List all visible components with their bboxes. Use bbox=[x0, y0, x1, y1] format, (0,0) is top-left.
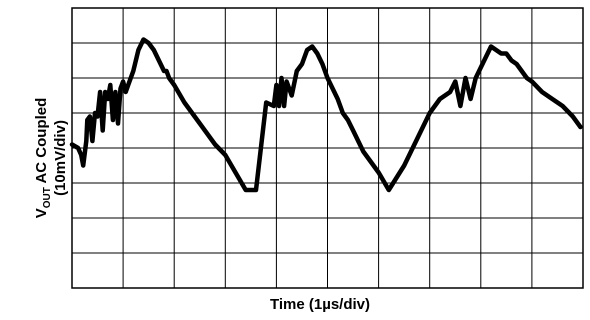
vout-trace bbox=[69, 37, 583, 193]
y-axis-label-rest: AC Coupled bbox=[33, 98, 50, 187]
plot-frame bbox=[71, 7, 584, 289]
y-axis-label-line1: VOUT AC Coupled bbox=[33, 98, 53, 219]
plot-grid bbox=[72, 8, 583, 288]
y-axis-label-line2: (10mV/div) bbox=[52, 120, 69, 196]
x-axis-label: Time (1µs/div) bbox=[270, 296, 370, 313]
trace-group bbox=[69, 37, 583, 193]
y-axis-label-v: V bbox=[33, 208, 50, 218]
y-axis-label-subscript: OUT bbox=[42, 187, 53, 208]
